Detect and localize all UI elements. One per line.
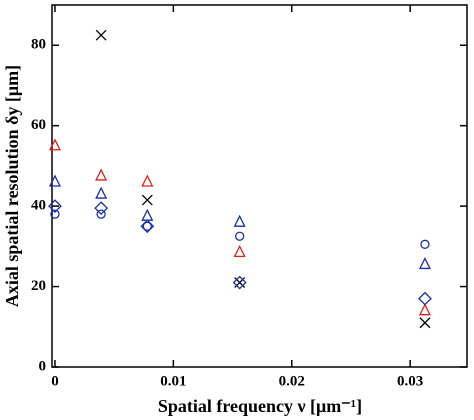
data-point bbox=[418, 291, 432, 306]
y-tick-label: 0 bbox=[39, 358, 47, 374]
data-point bbox=[234, 277, 246, 288]
data-point bbox=[235, 231, 245, 241]
data-point bbox=[141, 174, 154, 187]
x-tick-label: 0 bbox=[51, 373, 59, 389]
data-point bbox=[50, 209, 60, 219]
x-tick-label: 0.02 bbox=[279, 373, 305, 389]
x-tick-label: 0.01 bbox=[160, 373, 186, 389]
data-point bbox=[95, 29, 107, 41]
data-point bbox=[141, 208, 154, 221]
x-axis-label: Spatial frequency ν [μm⁻¹] bbox=[158, 396, 362, 416]
y-tick-label: 80 bbox=[31, 37, 46, 53]
data-point bbox=[233, 214, 246, 227]
data-point bbox=[48, 138, 62, 151]
data-point bbox=[142, 221, 152, 231]
data-point bbox=[48, 199, 62, 214]
data-point bbox=[232, 275, 247, 290]
data-point bbox=[418, 303, 432, 316]
data-point bbox=[96, 209, 106, 219]
plot-frame bbox=[51, 4, 468, 368]
data-point bbox=[420, 239, 430, 249]
data-point bbox=[140, 219, 155, 234]
data-point bbox=[95, 186, 108, 199]
y-axis-label: Axial spatial resolution δy [μm] bbox=[2, 65, 22, 307]
data-point bbox=[233, 244, 246, 258]
y-tick-label: 60 bbox=[31, 117, 46, 133]
data-point bbox=[94, 201, 109, 216]
y-tick-label: 40 bbox=[31, 198, 46, 214]
data-point bbox=[95, 168, 108, 181]
data-point bbox=[141, 194, 153, 206]
data-point bbox=[419, 317, 431, 329]
data-point bbox=[418, 256, 432, 270]
x-tick-label: 0.03 bbox=[397, 373, 423, 389]
data-point bbox=[48, 174, 62, 187]
y-tick-label: 20 bbox=[31, 278, 46, 294]
